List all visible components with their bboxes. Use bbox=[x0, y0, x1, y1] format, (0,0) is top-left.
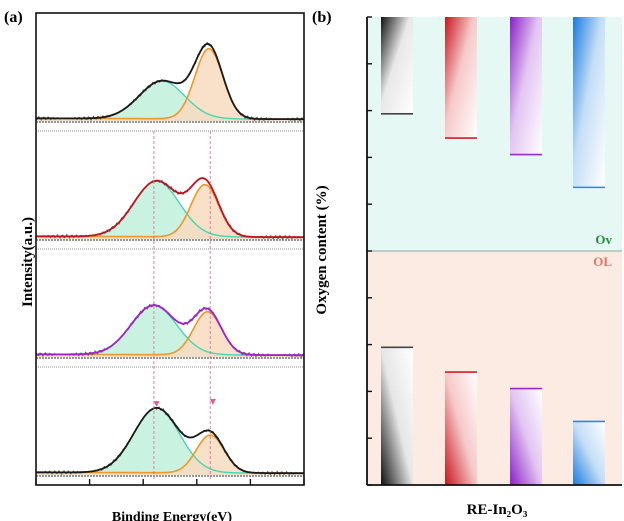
xps-frame bbox=[35, 12, 305, 486]
bar-y-axis-label: Oxygen content (%) bbox=[314, 185, 330, 314]
xps-subplot bbox=[35, 177, 305, 250]
xps-subplot bbox=[35, 303, 305, 368]
panel-b-label: (b) bbox=[312, 9, 332, 26]
ov-peak-area bbox=[36, 180, 304, 239]
legend-ol-text: OL bbox=[593, 254, 612, 269]
bar-panel: (b) Oxygen content (%) RE-In₂O₃ Ov OL bbox=[312, 9, 622, 518]
legend-ov: Ov bbox=[595, 232, 612, 247]
ol-bar bbox=[510, 388, 542, 485]
ov-bar bbox=[445, 17, 477, 139]
ol-bar bbox=[573, 421, 605, 485]
xps-subplot bbox=[35, 399, 305, 477]
ov-bar bbox=[573, 17, 605, 188]
envelope-line bbox=[36, 42, 304, 121]
xps-y-axis-label: Intensity(a.u.) bbox=[20, 217, 36, 307]
ov-bar bbox=[381, 17, 413, 114]
xps-subplot bbox=[35, 41, 305, 132]
xps-x-axis-label: Binding Energy(eV) bbox=[112, 510, 233, 521]
ol-bar bbox=[445, 372, 477, 485]
shift-arrow-icon bbox=[153, 401, 160, 407]
ov-bar bbox=[510, 17, 542, 155]
ov-peak-area bbox=[36, 407, 304, 475]
ov-peak-area bbox=[36, 305, 304, 357]
ov-peak-area bbox=[36, 80, 304, 121]
bar-x-axis-label: RE-In₂O₃ bbox=[467, 502, 528, 518]
envelope-line bbox=[36, 304, 304, 357]
shift-arrow-icon bbox=[209, 399, 216, 405]
panel-a-label: (a) bbox=[4, 9, 23, 26]
ol-bar bbox=[381, 347, 413, 485]
xps-panel: (a) Intensity(a.u.) Binding Energy(eV) bbox=[4, 9, 305, 521]
envelope-line bbox=[36, 406, 304, 475]
envelope-line bbox=[36, 177, 304, 239]
legend-ol: OL bbox=[593, 254, 612, 269]
